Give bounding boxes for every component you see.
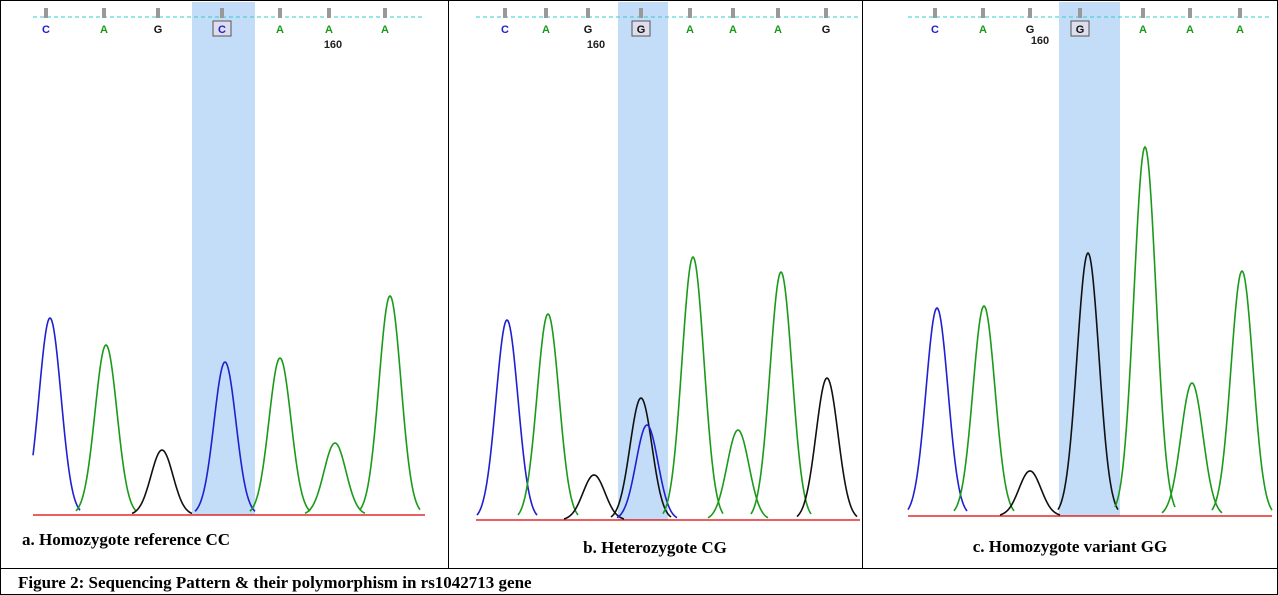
trace-peak (797, 378, 857, 517)
trace-peak (305, 443, 365, 513)
tick (1078, 8, 1082, 18)
position-label: 160 (1031, 35, 1049, 47)
base-letter: A (325, 24, 333, 36)
base-letter: A (542, 24, 550, 36)
tick (981, 8, 985, 18)
base-letter: A (276, 24, 284, 36)
trace-peak (250, 358, 310, 511)
tick (1188, 8, 1192, 18)
trace-peak (76, 345, 136, 511)
highlight (192, 2, 255, 515)
tick (1028, 8, 1032, 18)
trace-peak (1212, 271, 1272, 510)
base-letter: C (501, 24, 509, 36)
highlight (1059, 2, 1120, 516)
panel-caption: a. Homozygote reference CC (22, 530, 230, 549)
base-letter: A (1236, 24, 1244, 36)
tick (102, 8, 106, 18)
tick (586, 8, 590, 18)
tick (639, 8, 643, 18)
base-letter: C (218, 24, 226, 36)
tick (731, 8, 735, 18)
base-letter: A (100, 24, 108, 36)
trace-peak (518, 314, 578, 515)
tick (383, 8, 387, 18)
tick (503, 8, 507, 18)
tick (44, 8, 48, 18)
base-letter: A (979, 24, 987, 36)
tick (824, 8, 828, 18)
tick (327, 8, 331, 18)
trace-peak (751, 272, 811, 514)
base-letter: A (774, 24, 782, 36)
base-letter: G (637, 24, 646, 36)
position-label: 160 (324, 39, 342, 51)
trace-peak (33, 318, 80, 510)
trace-peak (477, 320, 537, 515)
base-letter: A (381, 24, 389, 36)
tick (156, 8, 160, 18)
trace-peak (908, 308, 967, 511)
tick (776, 8, 780, 18)
panel-caption: b. Heterozygote CG (583, 538, 727, 557)
tick (933, 8, 937, 18)
figure-caption: Figure 2: Sequencing Pattern & their pol… (18, 573, 532, 592)
base-letter: A (686, 24, 694, 36)
base-letter: G (154, 24, 163, 36)
tick (1141, 8, 1145, 18)
base-letter: A (1186, 24, 1194, 36)
tick (688, 8, 692, 18)
base-letter: C (42, 24, 50, 36)
panel-caption: c. Homozygote variant GG (973, 537, 1168, 556)
trace-peak (1162, 383, 1222, 513)
trace-peak (663, 257, 723, 514)
trace-peak (708, 430, 768, 518)
tick (220, 8, 224, 18)
figure: Figure 2: Sequencing Pattern & their pol… (0, 0, 1278, 595)
trace-peak (132, 450, 192, 513)
base-letter: G (1076, 24, 1085, 36)
page: {"panels": [ {"bases": ["C", "A", "G", "… (0, 0, 1278, 595)
base-letter: G (822, 24, 831, 36)
tick (278, 8, 282, 18)
base-letter: A (729, 24, 737, 36)
tick (544, 8, 548, 18)
tick (1238, 8, 1242, 18)
position-label: 160 (587, 39, 605, 51)
base-letter: A (1139, 24, 1147, 36)
highlight (618, 2, 668, 520)
trace-peak (954, 306, 1014, 511)
base-letter: C (931, 24, 939, 36)
base-letter: G (584, 24, 593, 36)
trace-peak (360, 296, 420, 510)
trace-peak (1000, 471, 1060, 515)
trace-peak (1115, 147, 1175, 507)
